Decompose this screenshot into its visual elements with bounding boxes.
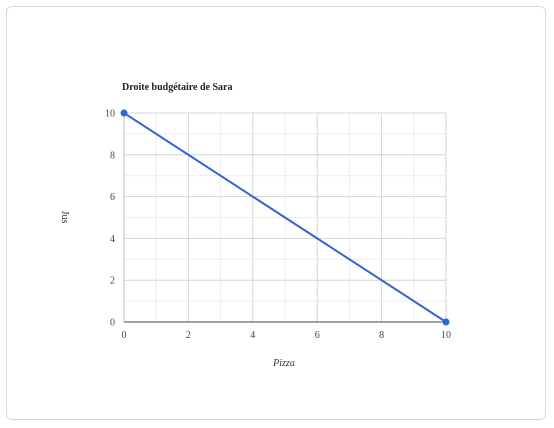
series [120,109,450,326]
x-tick-label: 8 [379,330,384,341]
series-line [123,112,447,323]
x-tick-label: 2 [186,330,191,341]
y-tick-label: 10 [105,109,115,120]
x-tick-label: 4 [250,330,255,341]
axes [123,113,446,323]
y-tick-label: 2 [110,276,115,287]
x-tick-label: 0 [122,330,127,341]
x-tick-label: 10 [441,330,451,341]
y-axis-label: Jus [59,211,70,224]
y-tick-label: 0 [110,318,115,329]
chart-title: Droite budgétaire de Sara [122,82,233,93]
y-tick-label: 6 [110,192,115,203]
y-tick-label: 8 [110,150,115,161]
x-axis-label: Pizza [272,358,295,369]
chart-card [6,6,546,420]
y-tick-label: 4 [110,234,115,245]
x-tick-label: 6 [315,330,320,341]
data-point [442,318,450,326]
data-point [120,109,128,117]
tick-labels: 0 2 4 6 8 10 0 2 4 6 8 10 [105,109,451,342]
